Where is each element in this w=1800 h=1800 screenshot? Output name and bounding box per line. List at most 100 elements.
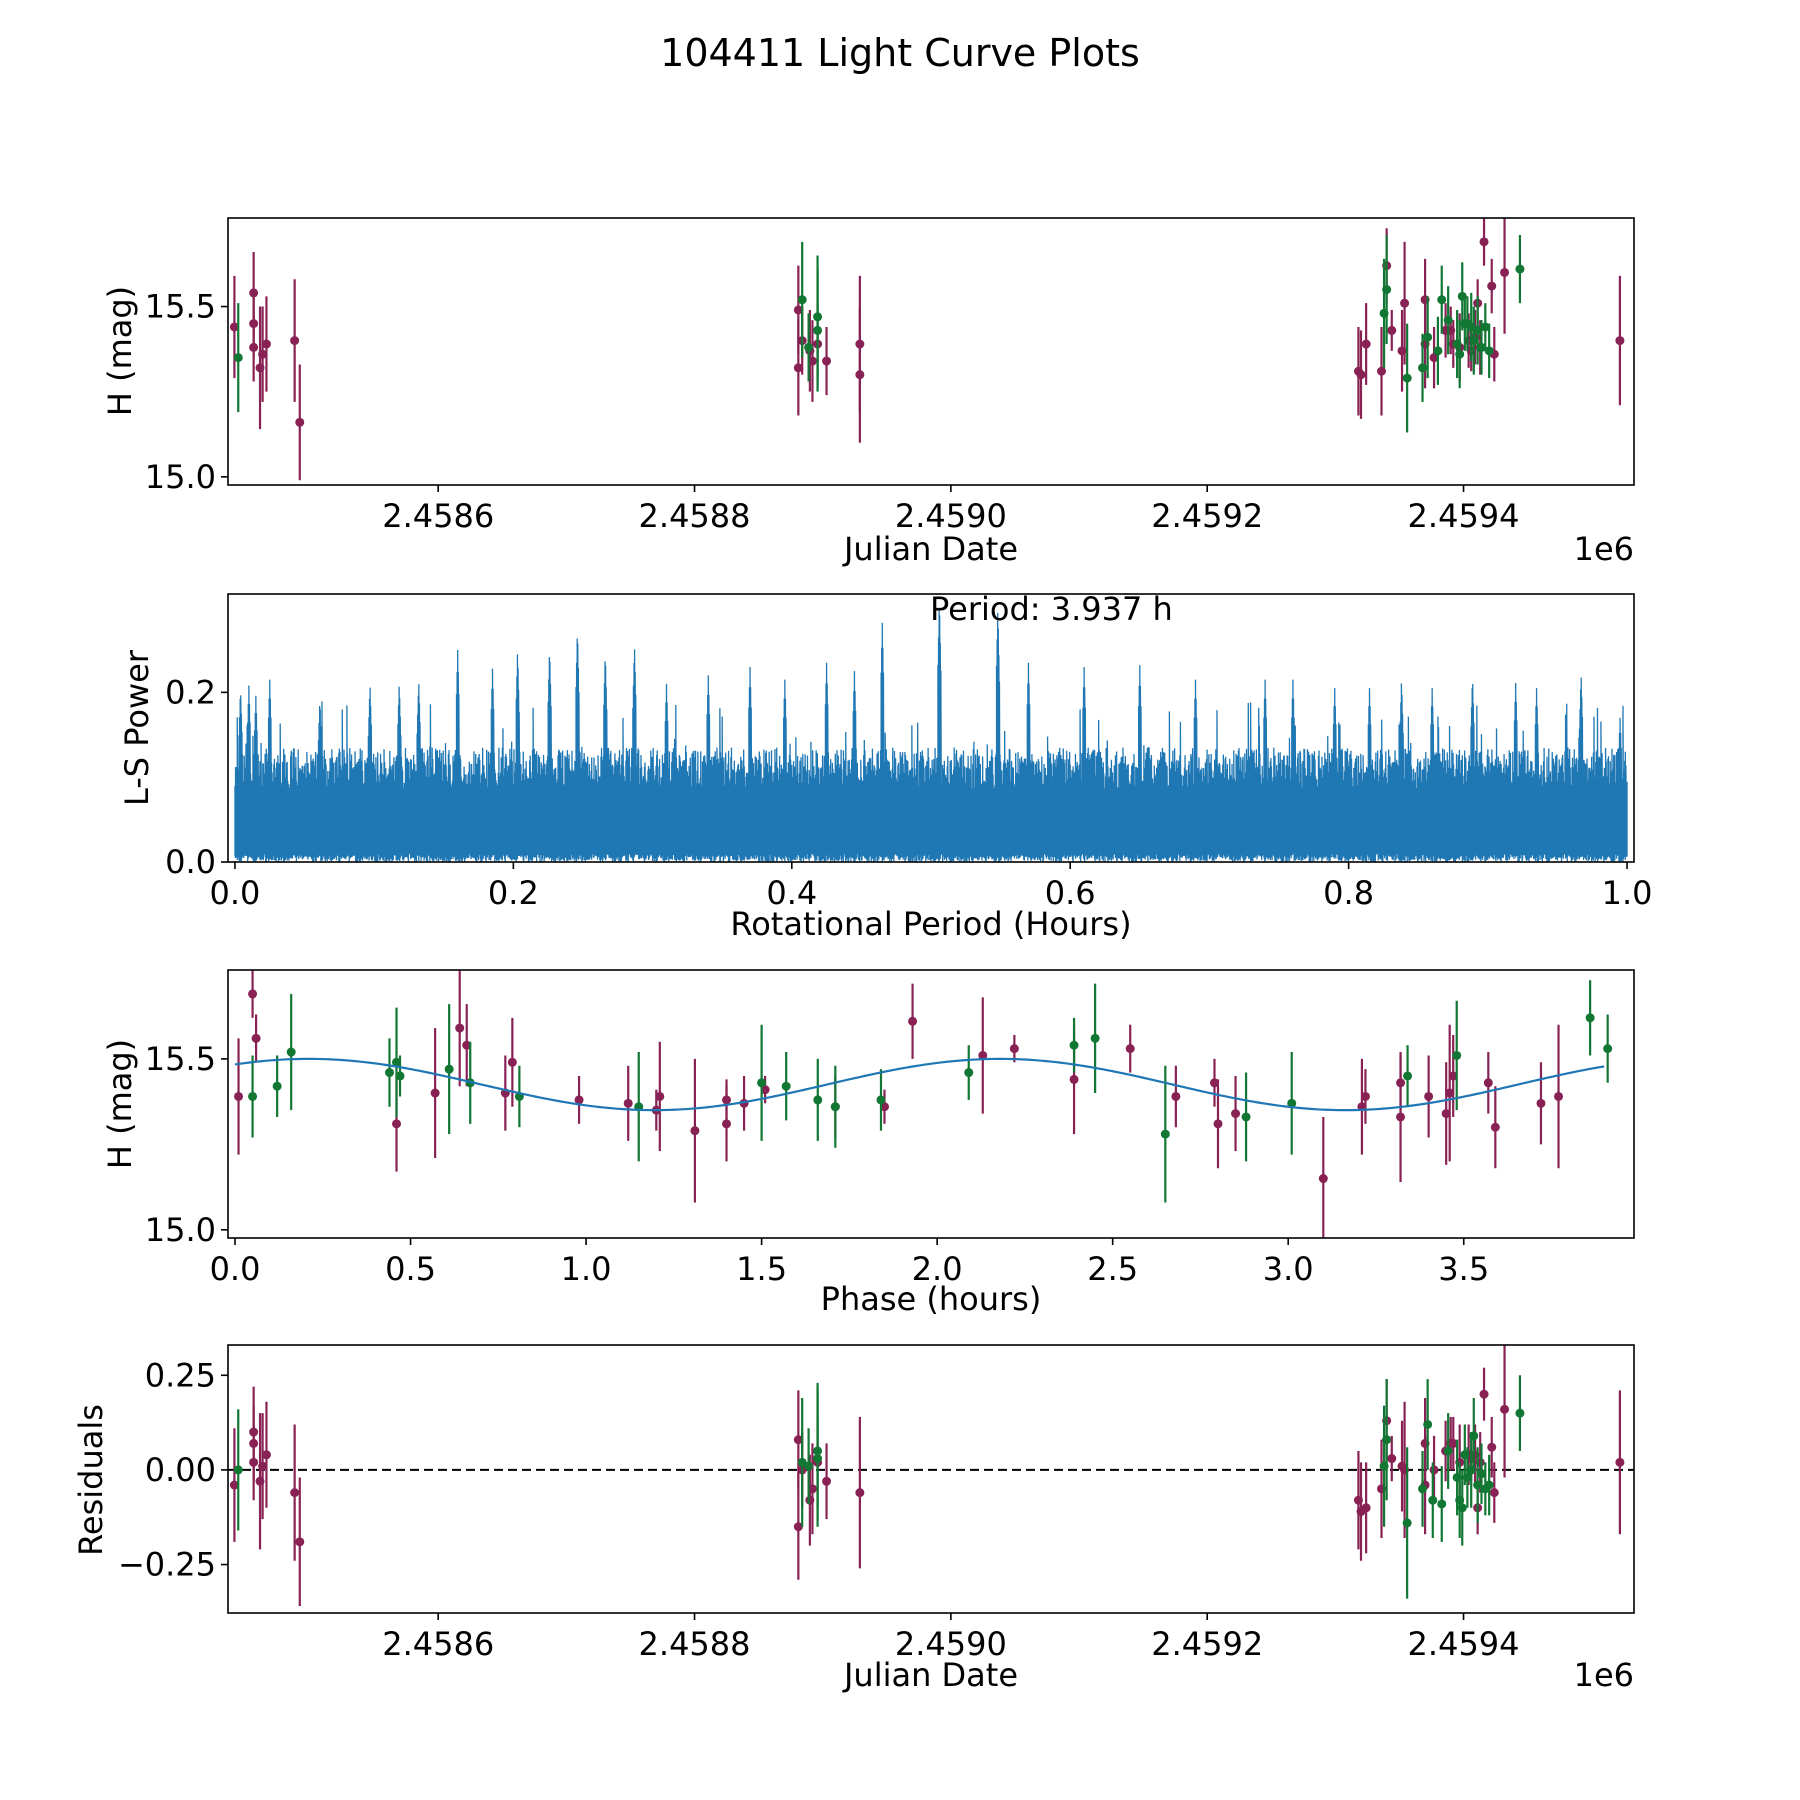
axes-frame [227, 1344, 1635, 1614]
data-point-filter-b [1473, 1480, 1483, 1490]
data-point-filter-a [1424, 1091, 1434, 1101]
data-point-filter-a [1479, 237, 1489, 247]
data-point-filter-b [830, 1102, 840, 1112]
data-point-filter-a [430, 1088, 440, 1098]
fit-curve [234, 1057, 1605, 1112]
lightcurve-plot-area [229, 218, 1625, 481]
data-point-filter-b [384, 1068, 394, 1078]
data-point-filter-a [249, 342, 259, 352]
data-point-filter-b [1462, 1472, 1472, 1482]
data-point-filter-a [855, 370, 865, 380]
data-point-filter-a [807, 1484, 817, 1494]
data-point-filter-a [722, 1119, 732, 1129]
data-point-filter-a [295, 1537, 305, 1547]
data-point-filter-b [1241, 1112, 1251, 1122]
phase-folded-points [234, 970, 1613, 1238]
data-point-filter-b [233, 353, 243, 363]
data-point-filter-a [1448, 1438, 1458, 1448]
data-point-filter-a [229, 1480, 239, 1490]
data-point-filter-a [574, 1095, 584, 1105]
lightcurve-points [229, 218, 1625, 481]
data-point-filter-a [1500, 1404, 1510, 1414]
axes-frame [227, 969, 1635, 1239]
data-point-filter-b [392, 1057, 402, 1067]
data-point-filter-a [1487, 281, 1497, 291]
data-point-filter-b [233, 1465, 243, 1475]
data-point-filter-a [1361, 1503, 1371, 1513]
x-tick-label: 3.5 [1438, 1250, 1489, 1288]
data-point-filter-b [804, 342, 814, 352]
x-tick-label: 2.4590 [895, 497, 1007, 535]
phase-plot-area [234, 970, 1613, 1238]
data-point-filter-b [1428, 1495, 1438, 1505]
data-point-filter-a [978, 1050, 988, 1060]
y-tick-label: −0.25 [118, 1546, 216, 1584]
data-point-filter-b [1469, 336, 1479, 346]
data-point-filter-a [879, 1102, 889, 1112]
residuals-plot-area [228, 1345, 1634, 1607]
data-point-filter-b [813, 325, 823, 335]
data-point-filter-a [1213, 1119, 1223, 1129]
data-point-filter-a [1489, 1488, 1499, 1498]
data-point-filter-a [1387, 1454, 1397, 1464]
residuals-xlabel: Julian Date [842, 1656, 1018, 1694]
data-point-filter-a [1396, 1112, 1406, 1122]
data-point-filter-b [1515, 264, 1525, 274]
data-point-filter-a [793, 1522, 803, 1532]
data-point-filter-a [1554, 1091, 1564, 1101]
x-tick-label: 2.5 [1087, 1250, 1138, 1288]
y-tick-label: 15.5 [145, 288, 216, 326]
data-point-filter-a [248, 989, 258, 999]
lightcurve-axes: 2.4586 2.4588 2.4590 2.4592 2.4594 15.0 15.5 J… [101, 217, 1635, 568]
data-point-filter-b [1418, 363, 1428, 373]
data-point-filter-a [1615, 1457, 1625, 1467]
data-point-filter-b [248, 1091, 258, 1101]
x-tick-label: 2.0 [912, 1250, 963, 1288]
data-point-filter-b [1469, 1431, 1479, 1441]
data-point-filter-b [1287, 1098, 1297, 1108]
data-point-filter-b [1476, 342, 1486, 352]
data-point-filter-b [395, 1071, 405, 1081]
data-point-filter-b [272, 1081, 282, 1091]
data-point-filter-a [822, 1476, 832, 1486]
residuals-points [229, 1345, 1625, 1607]
x-tick-label: 0.5 [385, 1250, 436, 1288]
data-point-filter-b [444, 1064, 454, 1074]
data-point-filter-a [507, 1057, 517, 1067]
periodogram-xlabel: Rotational Period (Hours) [730, 905, 1131, 943]
periodogram-plot-area [234, 610, 1628, 862]
data-point-filter-a [1171, 1091, 1181, 1101]
data-point-filter-a [690, 1126, 700, 1136]
x-tick-label: 0.8 [1323, 874, 1374, 912]
data-point-filter-a [290, 1488, 300, 1498]
data-point-filter-b [964, 1068, 974, 1078]
x-tick-label: 2.4594 [1408, 1625, 1520, 1663]
y-tick-label: 0.2 [165, 673, 216, 711]
data-point-filter-b [1484, 346, 1494, 356]
phase-ticks: 0.0 0.5 1.0 1.5 2.0 2.5 3.0 3.5 15.0 15.5 [145, 969, 1635, 1288]
data-point-filter-b [1452, 1050, 1462, 1060]
data-point-filter-b [1455, 349, 1465, 359]
data-point-filter-b [1382, 1435, 1392, 1445]
residuals-offset-label: 1e6 [1574, 1656, 1634, 1694]
y-tick-label: 15.0 [145, 1211, 216, 1249]
lightcurve-ticks: 2.4586 2.4588 2.4590 2.4592 2.4594 15.0 15.5 [145, 217, 1635, 535]
data-point-filter-b [1382, 285, 1392, 295]
x-tick-label: 0.6 [1045, 874, 1096, 912]
data-point-filter-b [1437, 295, 1447, 305]
data-point-filter-a [249, 1457, 259, 1467]
y-tick-label: 0.00 [145, 1451, 216, 1489]
data-point-filter-a [1377, 366, 1387, 376]
x-tick-label: 0.2 [488, 874, 539, 912]
x-tick-label: 2.4586 [382, 1625, 494, 1663]
y-tick-label: 15.0 [145, 458, 216, 496]
x-tick-label: 0.0 [210, 874, 261, 912]
data-point-filter-a [290, 336, 300, 346]
data-point-filter-a [1209, 1078, 1219, 1088]
phase-ylabel: H (mag) [101, 1039, 139, 1169]
data-point-filter-b [757, 1078, 767, 1088]
data-point-filter-b [781, 1081, 791, 1091]
data-point-filter-b [1443, 1446, 1453, 1456]
data-point-filter-a [760, 1085, 770, 1095]
